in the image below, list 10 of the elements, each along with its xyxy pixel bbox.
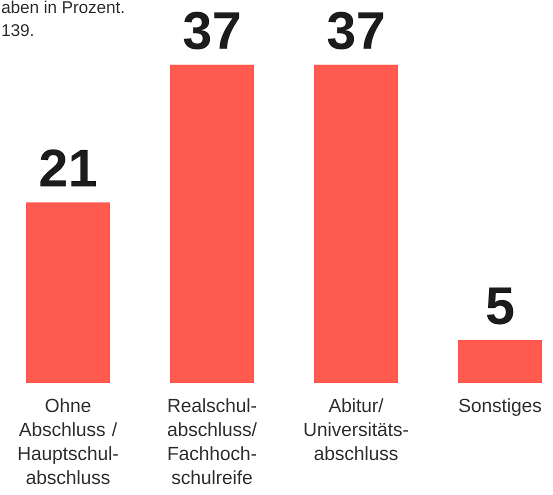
x-tick-label: Ohne Abschluss / Hauptschul-abschluss <box>18 398 118 484</box>
x-tick-label: Realschul-abschluss/ Fachhoch-schulreife <box>168 398 257 484</box>
text: aben in Prozent. <box>2 0 124 14</box>
data-label: 37 <box>328 12 384 50</box>
x-tick-label: Sonstiges <box>459 398 542 416</box>
data-label: 5 <box>486 288 514 325</box>
x-tick-label: Abitur/ Universitäts-abschluss <box>304 398 408 460</box>
data-label: 21 <box>40 149 96 186</box>
data-label: 37 <box>184 12 240 50</box>
text: 139. <box>2 24 33 36</box>
